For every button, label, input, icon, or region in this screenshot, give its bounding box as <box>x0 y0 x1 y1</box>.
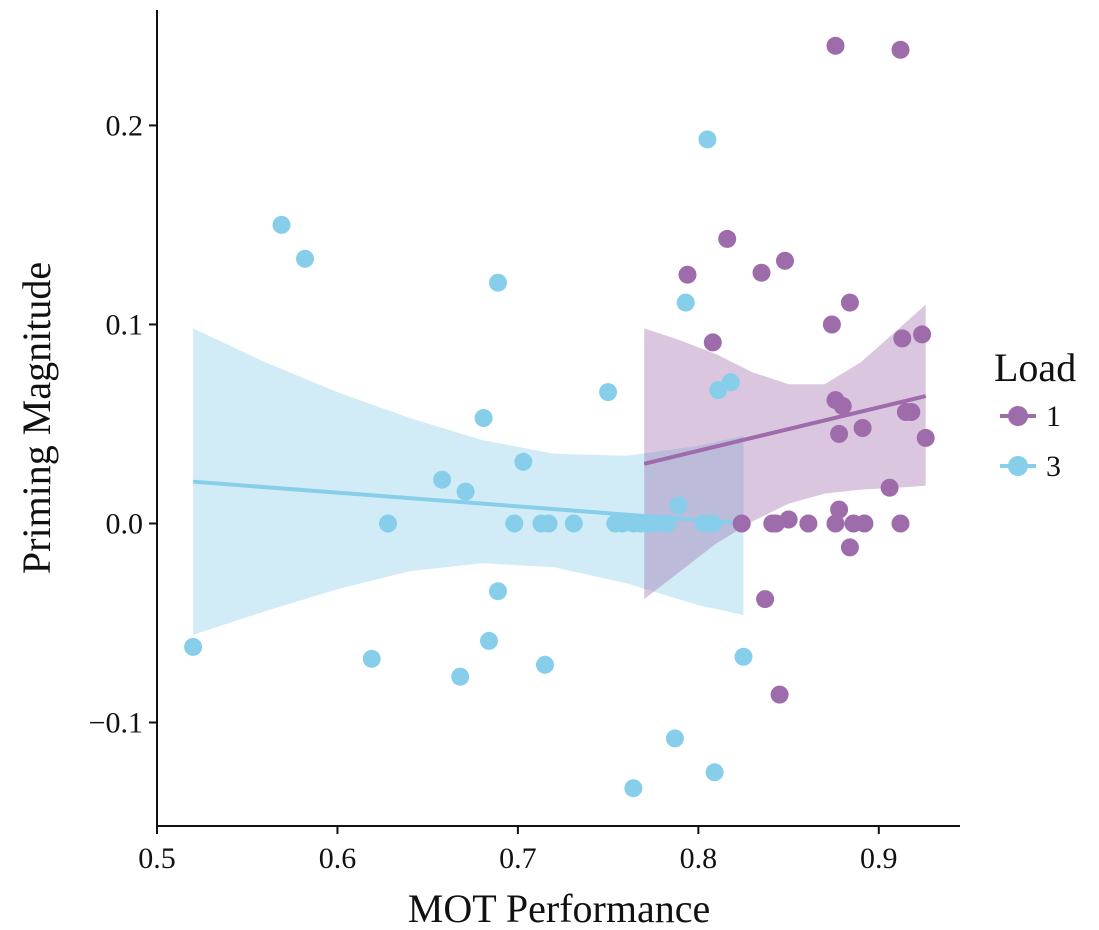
data-point-load-1 <box>891 40 910 59</box>
x-tick-label: 0.8 <box>680 842 718 875</box>
data-point-load-1 <box>826 36 845 55</box>
data-point-load-3 <box>362 649 381 668</box>
data-point-load-1 <box>833 397 852 416</box>
data-point-load-3 <box>539 514 558 533</box>
data-points <box>184 36 935 798</box>
x-tick-label: 0.6 <box>319 842 357 875</box>
data-point-load-3 <box>296 249 314 268</box>
data-point-load-3 <box>379 514 397 533</box>
data-point-load-3 <box>705 763 724 782</box>
fit-line-load-1 <box>643 394 927 466</box>
data-point-load-1 <box>799 514 818 533</box>
y-tick-label: 0.2 <box>106 109 144 142</box>
data-point-load-3 <box>676 293 695 312</box>
data-point-load-3 <box>272 215 291 234</box>
data-point-load-3 <box>665 729 684 748</box>
y-tick-label: 0.0 <box>106 507 144 540</box>
x-tick-label: 0.5 <box>138 842 176 875</box>
data-point-load-1 <box>770 685 789 704</box>
legend-marker-load-3 <box>1008 456 1028 476</box>
y-tick-label: 0.1 <box>106 308 144 341</box>
data-point-load-3 <box>564 514 583 533</box>
legend-title: Load <box>994 345 1076 390</box>
y-tick-label: −0.1 <box>89 707 143 740</box>
data-point-load-1 <box>902 403 921 421</box>
data-point-load-1 <box>840 538 859 557</box>
data-point-load-3 <box>489 273 507 292</box>
data-point-load-3 <box>624 779 643 798</box>
confidence-bands <box>193 304 926 635</box>
data-point-load-3 <box>646 514 664 533</box>
data-point-load-1 <box>853 419 872 437</box>
legend-label-load-3: 3 <box>1046 450 1061 483</box>
data-point-load-3 <box>709 381 728 400</box>
legend: Load 1 3 <box>994 345 1076 483</box>
data-point-load-3 <box>734 647 753 666</box>
data-point-load-3 <box>433 470 452 489</box>
data-point-load-3 <box>599 383 618 402</box>
data-point-load-1 <box>840 293 859 312</box>
x-axis-label: MOT Performance <box>408 886 711 930</box>
y-axis-label: Priming Magnitude <box>14 262 59 574</box>
data-point-load-1 <box>880 478 899 497</box>
ci-band-load-3 <box>193 328 744 635</box>
legend-marker-load-1 <box>1008 406 1028 426</box>
data-point-load-3 <box>184 637 203 656</box>
data-point-load-3 <box>669 496 688 515</box>
x-tick-label: 0.7 <box>499 842 537 875</box>
data-point-load-1 <box>678 265 697 284</box>
legend-label-load-1: 1 <box>1046 400 1061 433</box>
data-point-load-1 <box>913 325 932 344</box>
data-point-load-3 <box>456 482 475 501</box>
data-point-load-1 <box>752 263 771 282</box>
data-point-load-3 <box>505 514 524 533</box>
data-point-load-1 <box>822 315 841 334</box>
data-point-load-1 <box>916 428 935 447</box>
data-point-load-1 <box>703 333 722 352</box>
data-point-load-1 <box>855 514 874 533</box>
data-point-load-1 <box>732 514 751 533</box>
data-point-load-3 <box>474 409 493 427</box>
data-point-load-3 <box>698 130 717 149</box>
x-tick-label: 0.9 <box>860 842 898 875</box>
data-point-load-1 <box>830 500 849 519</box>
data-point-load-3 <box>703 514 722 533</box>
data-point-load-1 <box>826 514 845 533</box>
data-point-load-1 <box>893 329 912 348</box>
data-point-load-1 <box>830 424 849 443</box>
data-point-load-1 <box>779 510 798 529</box>
data-point-load-3 <box>451 667 470 686</box>
data-point-load-1 <box>891 514 910 533</box>
data-point-load-3 <box>514 452 533 471</box>
data-point-load-3 <box>489 582 507 601</box>
data-point-load-3 <box>536 655 554 674</box>
data-point-load-3 <box>658 514 677 533</box>
data-point-load-3 <box>480 631 498 650</box>
data-point-load-1 <box>776 251 794 270</box>
axes: 0.5 0.6 0.7 0.8 0.9 −0.1 0.0 0.1 0.2 <box>89 10 960 875</box>
data-point-load-1 <box>718 229 737 248</box>
data-point-load-1 <box>756 590 775 609</box>
